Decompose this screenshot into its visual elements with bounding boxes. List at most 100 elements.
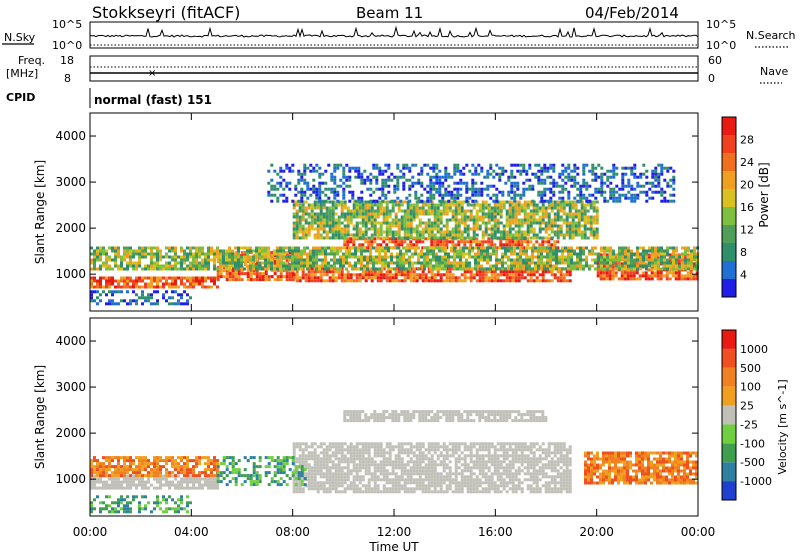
power-cell (492, 184, 496, 188)
power-cell (435, 246, 438, 250)
power-cell (499, 203, 503, 207)
power-cell (147, 246, 150, 250)
power-cell (558, 196, 562, 200)
power-cell (594, 166, 598, 170)
power-cell (663, 190, 667, 194)
power-cell (654, 246, 657, 250)
power-cell (439, 279, 443, 283)
power-cell (153, 246, 156, 250)
velocity-cell (174, 477, 177, 481)
power-cell (559, 218, 563, 222)
power-cell (186, 246, 189, 250)
power-cell (520, 233, 524, 237)
velocity-cell (292, 487, 296, 491)
power-cell (111, 258, 114, 262)
power-cell (355, 236, 359, 240)
power-cell (585, 163, 589, 167)
power-cell (693, 249, 696, 253)
power-cell (442, 233, 446, 237)
power-cell (333, 166, 337, 170)
power-cell (183, 255, 186, 259)
power-cell (424, 273, 428, 277)
power-cell (466, 218, 470, 222)
power-cell (564, 166, 568, 170)
power-cell (303, 172, 307, 176)
power-cell (138, 296, 141, 300)
power-cell (462, 166, 466, 170)
power-cell (636, 255, 639, 259)
power-cell (493, 270, 497, 274)
velocity-cell (174, 483, 177, 487)
power-cell (174, 264, 177, 268)
power-cell (114, 290, 117, 294)
power-cell (108, 299, 111, 303)
power-cell (111, 302, 114, 306)
power-cell (573, 267, 576, 271)
velocity-cell (304, 448, 308, 452)
power-cell (423, 267, 426, 271)
power-cell (204, 267, 207, 271)
power-cell (499, 243, 503, 247)
power-cell (594, 267, 597, 271)
power-cell (334, 200, 338, 204)
power-cell (307, 224, 311, 228)
power-cell (228, 255, 231, 259)
power-cell (373, 276, 377, 280)
power-cell (423, 258, 426, 262)
power-cell (93, 264, 96, 268)
power-cell (394, 203, 398, 207)
power-cell (316, 270, 320, 274)
power-cell (586, 221, 590, 225)
power-cell (526, 243, 530, 247)
power-cell (393, 267, 396, 271)
power-cell (612, 169, 616, 173)
power-cell (426, 199, 430, 203)
power-cell (456, 255, 459, 259)
velocity-cell (304, 460, 308, 464)
power-cell (453, 267, 456, 271)
power-cell (420, 193, 424, 197)
power-cell (367, 209, 371, 213)
power-cell (222, 261, 225, 265)
power-cell (345, 184, 349, 188)
power-cell (457, 233, 461, 237)
power-cell (357, 169, 361, 173)
power-cell (295, 230, 299, 234)
velocity-cell (319, 457, 323, 461)
power-cell (520, 209, 524, 213)
power-cell (424, 237, 428, 241)
power-cell (129, 264, 132, 268)
velocity-cell (343, 454, 347, 458)
power-cell (677, 277, 681, 281)
power-cell (126, 249, 129, 253)
power-cell (549, 181, 553, 185)
power-cell (475, 218, 479, 222)
power-cell (363, 169, 367, 173)
power-cell (385, 218, 389, 222)
velocity-cell (295, 487, 299, 491)
power-cell (472, 227, 476, 231)
power-cell (322, 224, 326, 228)
power-cell (635, 262, 639, 266)
power-cell (559, 215, 563, 219)
power-cell (252, 258, 255, 262)
power-cell (105, 276, 108, 280)
velocity-cell (301, 463, 305, 467)
power-cell (409, 267, 413, 271)
power-cell (465, 190, 469, 194)
power-cell (451, 279, 455, 283)
power-cell (457, 236, 461, 240)
power-cell (611, 265, 615, 269)
power-cell (298, 236, 302, 240)
power-cell (657, 261, 660, 265)
power-cell (334, 218, 338, 222)
power-cell (295, 279, 299, 283)
power-cell (412, 203, 416, 207)
power-cell (520, 273, 524, 277)
power-cell (520, 270, 524, 274)
power-cell (501, 193, 505, 197)
power-cell (213, 252, 216, 256)
power-cell (647, 277, 651, 281)
power-cell (525, 258, 528, 262)
power-cell (641, 271, 645, 275)
